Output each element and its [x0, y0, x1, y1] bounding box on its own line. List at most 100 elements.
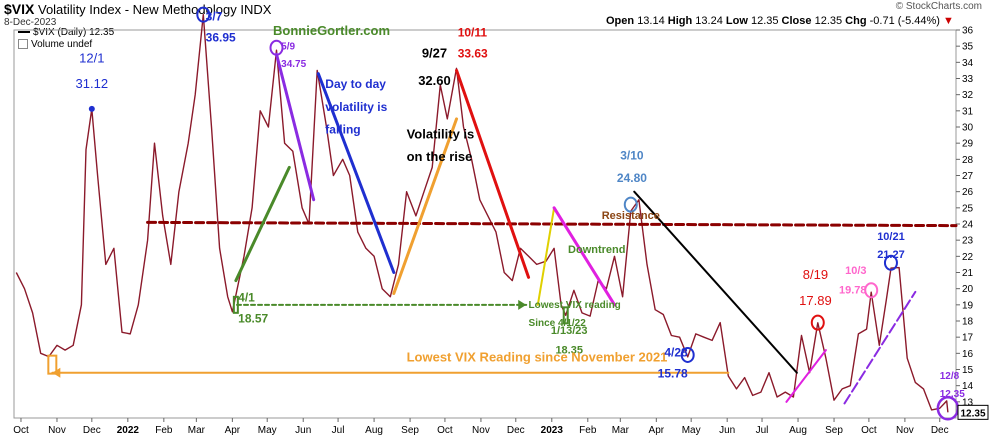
y-tick-label: 18 — [962, 317, 974, 328]
high-label: High — [667, 15, 693, 27]
annot-1-13-23: 1/13/23 — [551, 325, 588, 337]
down-triangle-icon: ▼ — [943, 15, 954, 27]
legend-volume: Volume undef — [18, 39, 114, 51]
annot-downtrend: Downtrend — [568, 244, 625, 256]
y-tick-label: 21 — [962, 268, 974, 279]
annot-36-95: 36.95 — [206, 30, 236, 44]
annot-since-4-1-22: Since 4/1/22 — [529, 318, 587, 329]
last-value-label: 12.35 — [960, 408, 985, 419]
annot-day-to-day-2: volatility is — [325, 100, 387, 114]
red-downtrend — [455, 68, 531, 279]
chg-value: -0.71 (-5.44%) — [869, 15, 940, 27]
x-tick-label: Dec — [931, 425, 949, 436]
symbol-label: $VIX — [4, 1, 35, 17]
x-tick-label: Oct — [861, 425, 877, 436]
legend-volume-label: Volume undef — [31, 39, 93, 50]
chart-title: $VIX Volatility Index - New Methodology … — [4, 1, 271, 17]
low-value: 12.35 — [750, 15, 779, 27]
x-tick-label: Aug — [365, 425, 383, 436]
purple-downtrend-2022 — [275, 52, 316, 202]
annot-18-35: 18.35 — [555, 344, 583, 356]
marker-8-19 — [810, 314, 825, 331]
y-tick-label: 13 — [962, 397, 974, 408]
y-tick-label: 16 — [962, 349, 974, 360]
x-tick-label: Sep — [825, 425, 843, 436]
annot-9-27: 9/27 — [422, 45, 447, 60]
annot-32-60: 32.60 — [418, 73, 451, 88]
marker-12-1 — [88, 105, 95, 112]
marker-nov-2021-low — [47, 354, 58, 375]
annot-bonnie: BonnieGortler.com — [273, 23, 390, 38]
legend-series-label: $VIX (Daily) 12.35 — [33, 27, 115, 38]
marker-4-28 — [680, 346, 695, 363]
annot-24-80: 24.80 — [617, 171, 647, 185]
lowest-vix-since-arrow-head — [518, 299, 527, 310]
x-tick-label: Sep — [401, 425, 419, 436]
x-tick-label: Mar — [188, 425, 206, 436]
annot-12-8: 12/8 — [940, 371, 960, 382]
magenta-downtrend — [552, 206, 617, 307]
ohlc-readout: Open 13.14 High 13.24 Low 12.35 Close 12… — [606, 15, 954, 27]
annot-17-89: 17.89 — [799, 293, 832, 308]
y-tick-label: 32 — [962, 90, 974, 101]
marker-4-1 — [232, 295, 239, 314]
annot-5-9: 5/9 — [281, 41, 295, 52]
annot-day-to-day-1: Day to day — [325, 77, 386, 91]
green-uptrend — [234, 165, 291, 283]
annot-resistance: Resistance — [602, 210, 660, 222]
annot-4-1: 4/1 — [238, 291, 255, 305]
annot-4-28: 4/28 — [664, 346, 688, 360]
stockcharts-credit: © StockCharts.com — [895, 1, 982, 12]
annot-lowest-vix-nov-2021: Lowest VIX Reading since November 2021 — [407, 349, 668, 364]
annot-19-78: 19.78 — [839, 285, 867, 297]
y-tick-label: 28 — [962, 155, 974, 166]
annot-3-7: 3/7 — [206, 9, 223, 23]
y-tick-label: 36 — [962, 26, 974, 37]
annot-12-1: 12/1 — [79, 50, 104, 65]
y-tick-label: 31 — [962, 106, 974, 117]
annot-21-27: 21.27 — [877, 249, 905, 261]
y-tick-label: 20 — [962, 284, 974, 295]
annot-34-75: 34.75 — [281, 59, 306, 70]
annot-31-12: 31.12 — [76, 76, 109, 91]
chart-date: 8-Dec-2023 — [4, 17, 57, 28]
orange-uptrend — [392, 117, 459, 296]
annot-10-11: 10/11 — [458, 25, 488, 39]
x-tick-label: Dec — [83, 425, 101, 436]
exchange-label: INDX — [240, 2, 272, 17]
legend-series: $VIX (Daily) 12.35 — [18, 27, 114, 39]
close-value: 12.35 — [814, 15, 843, 27]
black-downtrend — [633, 190, 798, 374]
y-tick-label: 25 — [962, 203, 974, 214]
annot-18-57: 18.57 — [238, 312, 268, 326]
y-tick-label: 30 — [962, 123, 974, 134]
chg-label: Chg — [845, 15, 867, 27]
marker-10-3 — [864, 282, 879, 299]
marker-10-21 — [883, 254, 898, 271]
x-tick-label: May — [258, 425, 277, 436]
y-tick-label: 27 — [962, 171, 974, 182]
annot-volatility-rise-2: on the rise — [407, 149, 473, 164]
annot-lowest-vix-reading: Lowest VIX reading — [529, 300, 621, 311]
y-tick-label: 22 — [962, 252, 974, 263]
legend-swatch — [18, 31, 30, 34]
y-tick-label: 35 — [962, 42, 974, 53]
annot-10-21: 10/21 — [877, 231, 905, 243]
x-tick-label: May — [682, 425, 701, 436]
open-label: Open — [606, 15, 635, 27]
annot-15-78: 15.78 — [658, 367, 688, 381]
annot-12-35: 12.35 — [940, 389, 965, 400]
annot-3-10: 3/10 — [620, 148, 644, 162]
annot-10-3: 10/3 — [845, 265, 866, 277]
x-tick-label: Oct — [13, 425, 29, 436]
blue-downtrend — [316, 72, 396, 274]
x-tick-label: Oct — [437, 425, 453, 436]
y-tick-label: 14 — [962, 381, 974, 392]
x-tick-label: 2023 — [541, 425, 564, 436]
purple-dashed-uptrend — [843, 290, 917, 405]
y-tick-label: 34 — [962, 58, 974, 69]
x-tick-label: Jul — [756, 425, 769, 436]
x-tick-label: Dec — [507, 425, 525, 436]
y-tick-label: 17 — [962, 333, 974, 344]
